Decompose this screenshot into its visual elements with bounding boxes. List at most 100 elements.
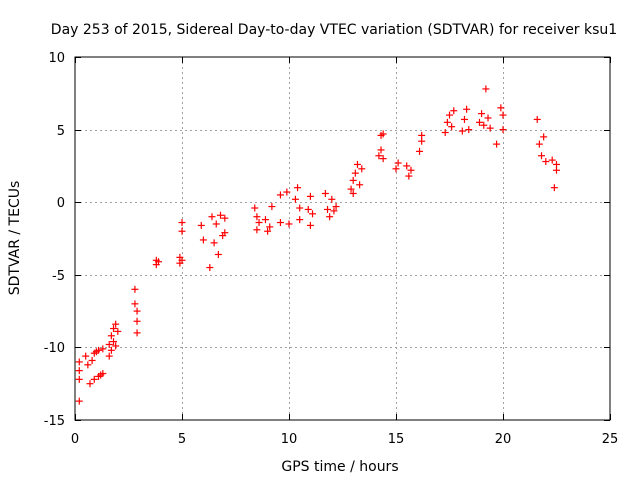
x-tick-label: 20 (495, 432, 512, 447)
data-point (458, 127, 466, 135)
x-tick-label: 0 (71, 432, 79, 447)
data-point (356, 181, 364, 189)
data-point (276, 191, 284, 199)
data-point (358, 165, 366, 173)
data-point (392, 165, 400, 173)
data-point (330, 207, 338, 215)
y-tick-label: -15 (44, 414, 65, 429)
data-point (460, 115, 468, 123)
data-point (482, 85, 490, 93)
x-tick-label: 25 (602, 432, 619, 447)
data-point (178, 219, 186, 227)
data-point (154, 258, 162, 266)
data-point (208, 213, 216, 221)
data-point (351, 169, 359, 177)
data-point (394, 159, 402, 167)
data-point (296, 216, 304, 224)
data-point (253, 213, 261, 221)
data-point (296, 204, 304, 212)
data-point (448, 123, 456, 131)
data-point (418, 131, 426, 139)
data-point (349, 176, 357, 184)
data-point (214, 250, 222, 258)
data-point (535, 140, 543, 148)
data-point (486, 124, 494, 132)
data-point (450, 107, 458, 115)
data-point (540, 133, 548, 141)
data-point (105, 340, 113, 348)
data-point (131, 285, 139, 293)
data-point (86, 380, 94, 388)
data-point (446, 111, 453, 119)
data-point (133, 329, 141, 337)
data-point (110, 338, 118, 346)
data-point (499, 111, 507, 119)
data-point (75, 375, 83, 383)
data-point (321, 189, 329, 197)
data-point (285, 220, 293, 228)
chart-title: Day 253 of 2015, Sidereal Day-to-day VTE… (51, 22, 617, 38)
data-point (441, 129, 449, 137)
y-tick-label: -10 (44, 341, 65, 356)
data-point (75, 397, 83, 405)
data-point (375, 152, 383, 160)
tick-labels: 0 5 10 15 20 25 -15 -10 -5 0 5 10 (44, 51, 619, 447)
y-tick-label: 0 (57, 196, 65, 211)
data-point (178, 256, 186, 264)
data-point (261, 216, 269, 224)
data-point (484, 114, 492, 122)
x-axis-label: GPS time / hours (281, 459, 398, 475)
data-point (268, 203, 276, 211)
data-point (199, 236, 207, 244)
data-point (84, 361, 92, 369)
data-point (291, 195, 299, 203)
data-point (550, 184, 558, 192)
data-point (465, 126, 473, 134)
data-point (88, 356, 96, 364)
plot-frame (74, 56, 611, 421)
data-point (499, 126, 507, 134)
data-point (255, 219, 263, 227)
data-point (266, 223, 274, 231)
data-point (553, 160, 560, 168)
data-point (480, 121, 488, 129)
data-point (105, 352, 113, 360)
x-tick-label: 5 (178, 432, 186, 447)
data-point (75, 358, 83, 366)
data-point (379, 155, 387, 163)
data-point (212, 220, 220, 228)
data-point (221, 214, 229, 222)
y-tick-label: 10 (48, 51, 65, 66)
data-point (253, 226, 261, 234)
data-point (416, 147, 424, 155)
data-point (304, 205, 312, 213)
data-point (443, 118, 451, 126)
data-point (112, 320, 120, 328)
data-point (328, 195, 336, 203)
data-point (306, 221, 314, 229)
data-point (75, 367, 83, 375)
data-point (276, 219, 284, 227)
data-point (353, 160, 361, 168)
data-point (133, 317, 141, 325)
data-point (493, 140, 501, 148)
data-point (379, 130, 387, 138)
data-point (99, 345, 107, 353)
data-point (377, 146, 385, 154)
y-axis-label: SDTVAR / TECUs (7, 181, 23, 296)
data-point (221, 229, 229, 237)
data-point (114, 327, 122, 335)
data-point (405, 172, 413, 180)
data-point (264, 227, 272, 235)
data-point (110, 325, 118, 333)
data-point (326, 213, 334, 221)
data-point (133, 307, 141, 315)
data-point (309, 210, 317, 218)
data-point (332, 203, 340, 211)
data-point (475, 118, 483, 126)
data-point (538, 152, 546, 160)
data-point (251, 204, 259, 212)
data-point (349, 189, 357, 197)
